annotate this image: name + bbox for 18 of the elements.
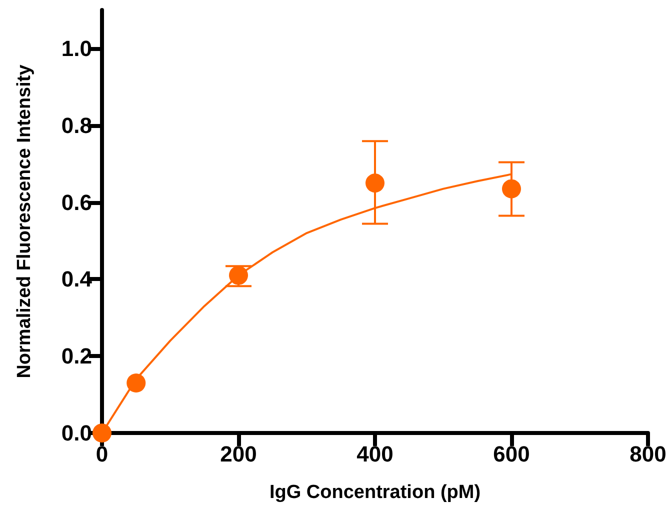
y-tick-label: 0.6: [61, 190, 92, 215]
y-tick-label: 1.0: [61, 36, 92, 61]
point: [502, 179, 521, 198]
y-tick-label: 0.8: [61, 112, 92, 138]
point: [366, 174, 384, 193]
x-tick-label: 400: [356, 442, 394, 466]
point: [229, 266, 248, 285]
x-tick-label: 600: [493, 442, 530, 466]
point: [92, 424, 112, 442]
x-axis-title: IgG Concentration (pM): [269, 482, 481, 503]
point: [126, 374, 146, 393]
x-tick-label: 200: [220, 442, 257, 466]
y-tick-label: 0.2: [61, 344, 92, 369]
x-tick-label: 0: [96, 442, 108, 466]
x-tick-label: 800: [630, 442, 666, 466]
y-tick-label: 0.4: [61, 266, 93, 292]
y-axis-title: Normalized Fluorescence Intensity: [14, 64, 35, 378]
y-tick-label: 0.0: [61, 420, 92, 446]
